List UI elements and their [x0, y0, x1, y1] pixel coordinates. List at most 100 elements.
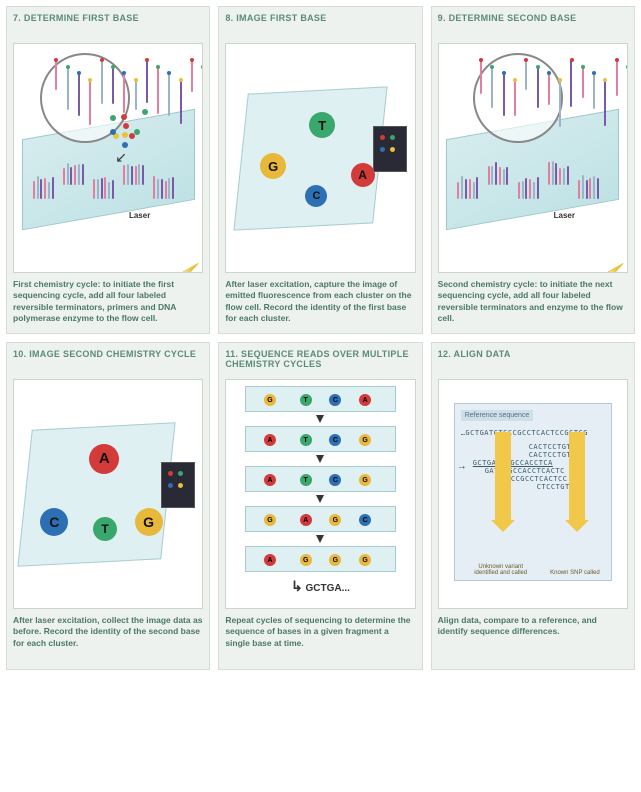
terminator-dot	[190, 58, 194, 62]
image-plane	[234, 86, 389, 230]
cluster-strand	[552, 161, 554, 185]
terminator-dot	[615, 58, 619, 62]
terminator-dot	[592, 71, 596, 75]
dna-strand	[503, 74, 505, 117]
panel-determine-first-base: 7. DETERMINE FIRST BASE Laser ↙ First ch…	[6, 6, 210, 334]
dna-strand	[202, 67, 203, 104]
terminator-dot	[570, 58, 574, 62]
mini-base-G: G	[264, 394, 276, 406]
cluster-strand	[567, 166, 569, 186]
arrow-down-icon	[316, 415, 324, 423]
cluster-strand	[503, 169, 505, 185]
cluster-strand	[172, 177, 174, 199]
cluster-strand	[522, 181, 524, 199]
cluster-strand	[495, 162, 497, 185]
cluster-strand	[131, 166, 133, 185]
cluster-strand	[63, 168, 65, 185]
terminator-dot	[145, 58, 149, 62]
cluster-strand	[518, 182, 520, 199]
reagent-dot	[142, 109, 148, 115]
cycle-row: GTCA	[245, 386, 396, 412]
cluster-strand	[582, 175, 584, 199]
arrow-down-icon	[316, 455, 324, 463]
panel-determine-second-base: 9. DETERMINE SECOND BASE Laser Second ch…	[431, 6, 635, 334]
panel-illustration: Reference sequence …GCTGATGTGCCGCCTCACTC…	[438, 379, 628, 609]
read-pointer-icon: →	[457, 461, 467, 472]
terminator-dot	[603, 78, 607, 82]
terminator-dot	[536, 65, 540, 69]
cycle-row: ATCG	[245, 466, 396, 492]
reagent-dot	[121, 114, 127, 120]
cluster-strand	[586, 180, 588, 200]
terminator-dot	[558, 78, 562, 82]
reference-box: Reference sequence …GCTGATGTGCCGCCTCACTC…	[454, 403, 612, 581]
mini-base-G: G	[359, 474, 371, 486]
cluster-strand	[461, 176, 463, 199]
cluster-strand	[529, 179, 531, 199]
variant-arrow-left	[495, 432, 511, 522]
panel-illustration: GTCA	[225, 43, 415, 273]
cluster-strand	[37, 176, 39, 199]
cluster-strand	[597, 178, 599, 199]
cluster-strand	[537, 177, 539, 199]
dna-strand	[157, 67, 159, 115]
cycle-row: ATCG	[245, 426, 396, 452]
image-plane	[18, 422, 176, 566]
camera	[373, 126, 407, 172]
mini-base-C: C	[359, 514, 371, 526]
arrow-down-icon	[316, 535, 324, 543]
left-call-label: Unknown variant identified and called	[471, 564, 531, 576]
arrow-down-icon	[316, 495, 324, 503]
dna-strand	[480, 60, 482, 94]
mini-base-A: A	[300, 514, 312, 526]
cluster-strand	[82, 164, 84, 185]
cluster-strand	[33, 181, 35, 199]
terminator-dot	[134, 78, 138, 82]
dna-strand	[168, 74, 170, 116]
base-circle-A: A	[351, 163, 375, 187]
panel-sequence-reads: 11. SEQUENCE READS OVER MULTIPLE CHEMIST…	[218, 342, 422, 670]
cluster-strand	[469, 179, 471, 199]
dna-strand	[112, 67, 114, 105]
cluster-strand	[127, 164, 129, 185]
mini-base-G: G	[300, 554, 312, 566]
cluster-strand	[48, 182, 50, 199]
mini-base-G: G	[329, 514, 341, 526]
curve-arrow-icon: ↳	[291, 578, 303, 594]
dna-strand	[627, 67, 628, 101]
mini-base-A: A	[264, 434, 276, 446]
panel-grid: 7. DETERMINE FIRST BASE Laser ↙ First ch…	[6, 6, 635, 670]
laser-rays	[563, 214, 623, 264]
terminator-dot	[66, 65, 70, 69]
panel-align-data: 12. ALIGN DATA Reference sequence …GCTGA…	[431, 342, 635, 670]
cluster-strand	[476, 177, 478, 199]
dna-strand	[582, 67, 584, 98]
terminator-dot	[100, 58, 104, 62]
panel-image-first-base: 8. IMAGE FIRST BASE GTCA After laser exc…	[218, 6, 422, 334]
mini-base-T: T	[300, 434, 312, 446]
terminator-dot	[156, 65, 160, 69]
panel-illustration: Laser ↙	[13, 43, 203, 273]
panel-caption: First chemistry cycle: to initiate the f…	[13, 279, 203, 327]
result-sequence: GCTGA...	[306, 583, 350, 594]
dna-strand	[146, 60, 148, 103]
right-call-label: Known SNP called	[545, 570, 605, 576]
mini-base-G: G	[329, 554, 341, 566]
dna-strand	[593, 74, 595, 109]
terminator-dot	[626, 65, 628, 69]
cluster-strand	[525, 178, 527, 199]
dna-strand	[570, 60, 572, 107]
sequence-stack: GTCAATCGATCGGAGCAGGG↳ GCTGA...	[226, 380, 414, 595]
reagent-dot	[129, 133, 135, 139]
laser-label: Laser	[554, 211, 575, 220]
camera	[161, 462, 195, 508]
cluster-strand	[559, 168, 561, 186]
laser-rays	[138, 214, 198, 264]
cycle-row: AGGG	[245, 546, 396, 572]
cluster-strand	[563, 168, 565, 185]
panel-title: 12. ALIGN DATA	[438, 349, 628, 373]
panel-illustration: Laser	[438, 43, 628, 273]
dna-strand	[67, 67, 69, 110]
terminator-dot	[479, 58, 483, 62]
cluster-strand	[157, 179, 159, 199]
